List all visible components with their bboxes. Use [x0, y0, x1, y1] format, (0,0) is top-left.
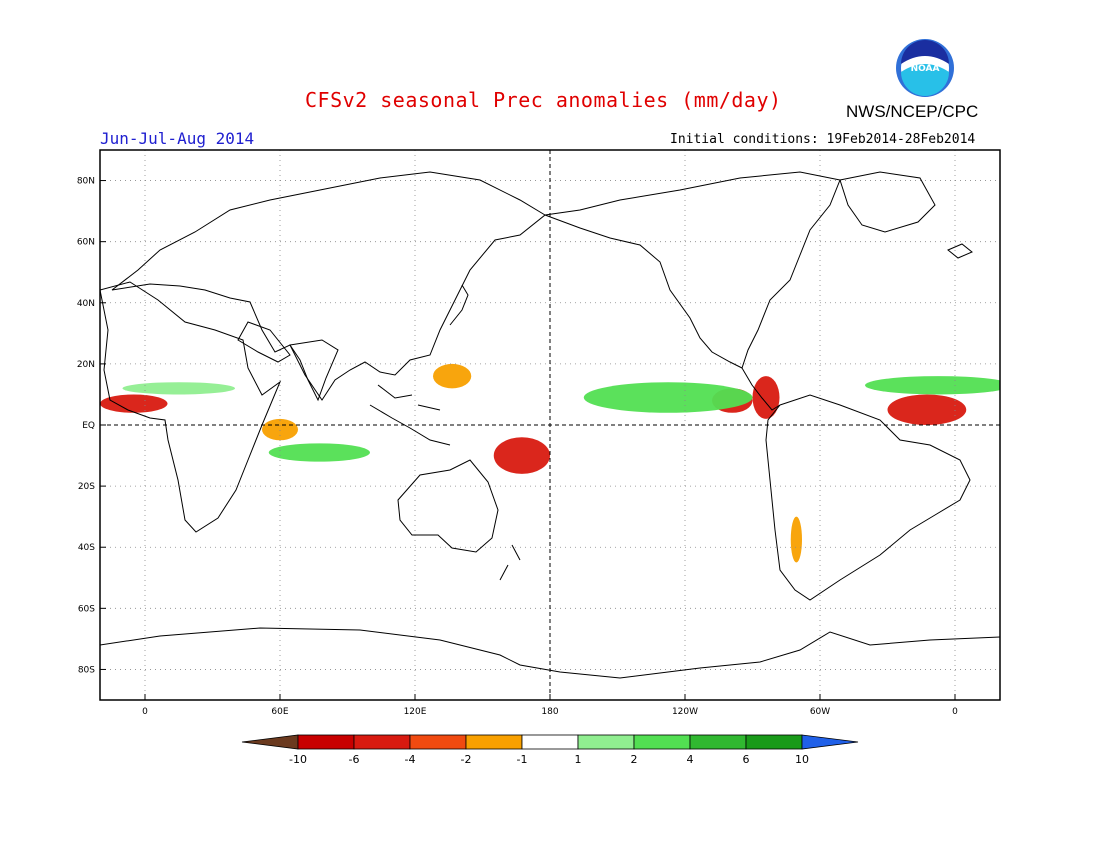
- anomaly-region-central-america-dry: [752, 376, 780, 419]
- antarctica-coast: [100, 627, 1000, 679]
- lat-tick-label: 80N: [77, 177, 95, 187]
- lat-tick-label: EQ: [82, 421, 95, 431]
- lon-tick-label: 120E: [404, 707, 427, 717]
- anomaly-region-central-pacific-wet: [583, 382, 753, 413]
- india-coast: [289, 339, 339, 402]
- lat-tick-label: 40S: [78, 543, 95, 553]
- map-title: CFSv2 seasonal Prec anomalies (mm/day): [305, 88, 782, 112]
- colorbar-segment: [521, 734, 579, 750]
- lat-tick-label: 60N: [77, 238, 95, 248]
- colorbar: -10 -6 -4 -2 -1 1 2 4 6 10: [241, 734, 859, 766]
- noaa-logo-icon: NOAA: [896, 39, 954, 97]
- lon-tick-label: 180: [541, 707, 558, 717]
- graticule: [100, 150, 1000, 700]
- colorbar-label: 6: [743, 753, 750, 766]
- africa-coast: [100, 281, 282, 533]
- lon-tick-label: 60W: [810, 707, 830, 717]
- anomaly-region-west-coast-chile-dry: [790, 516, 802, 563]
- colorbar-label: -6: [349, 753, 360, 766]
- colorbar-segment: [353, 734, 411, 750]
- colorbar-low-extension: [241, 734, 299, 750]
- north-america-coast: [544, 171, 841, 369]
- colorbar-label: 4: [687, 753, 694, 766]
- colorbar-label: 10: [795, 753, 809, 766]
- initial-conditions-label: Initial conditions: 19Feb2014-28Feb2014: [670, 132, 976, 147]
- organization-label: NWS/NCEP/CPC: [846, 102, 979, 121]
- anomaly-region-atlantic-itcz-wet: [865, 376, 1000, 395]
- coastlines: [100, 171, 1000, 679]
- lat-tick-label: 40N: [77, 299, 95, 309]
- new-zealand-coast: [499, 544, 521, 581]
- colorbar-segment: [409, 734, 467, 750]
- colorbar-segment: [633, 734, 691, 750]
- colorbar-label: 1: [575, 753, 582, 766]
- anomaly-region-tropical-atlantic-dry: [887, 394, 967, 425]
- lon-tick-label: 0: [142, 707, 148, 717]
- south-america-coast: [765, 394, 971, 601]
- europe-asia-coast: [111, 171, 546, 401]
- anomaly-region-west-indian-ocean-dry: [262, 418, 298, 441]
- lat-tick-label: 20N: [77, 360, 95, 370]
- lat-tick-label: 60S: [78, 604, 95, 614]
- colorbar-label: -1: [517, 753, 528, 766]
- australia-coast: [397, 459, 499, 553]
- anomaly-region-tropical-atlantic-africa-dry: [100, 394, 168, 413]
- colorbar-label: -2: [461, 753, 472, 766]
- precip-anomaly-layer: [100, 363, 1000, 563]
- axis-ticks: 80N 60N 40N 20N EQ 20S 40S 60S 80S 0 60E 120E 180 120…: [77, 177, 958, 717]
- colorbar-label: 2: [631, 753, 638, 766]
- lat-tick-label: 80S: [78, 665, 95, 675]
- colorbar-segment: [577, 734, 635, 750]
- central-america-coast: [741, 367, 781, 411]
- southeast-asia-islands: [369, 384, 451, 446]
- lat-tick-label: 20S: [78, 482, 95, 492]
- anomaly-region-philippine-sea-dry: [433, 363, 472, 389]
- anomaly-region-africa-sahel-wet: [122, 382, 235, 395]
- anomaly-region-indian-ocean-wet: [268, 443, 370, 462]
- colorbar-high-extension: [801, 734, 859, 750]
- iceland-coast: [947, 243, 973, 259]
- noaa-logo-text: NOAA: [911, 64, 940, 74]
- lon-tick-label: 0: [952, 707, 958, 717]
- greenland-coast: [839, 171, 936, 233]
- colorbar-segment: [745, 734, 803, 750]
- colorbar-segment: [689, 734, 747, 750]
- colorbar-segment: [465, 734, 523, 750]
- lon-tick-label: 60E: [271, 707, 288, 717]
- colorbar-label: -10: [289, 753, 307, 766]
- colorbar-label: -4: [405, 753, 416, 766]
- japan-coast: [449, 284, 469, 326]
- season-label: Jun-Jul-Aug 2014: [100, 129, 255, 148]
- anomaly-region-south-pacific-dry: [493, 437, 550, 474]
- arabia-coast: [237, 321, 291, 363]
- colorbar-segment: [297, 734, 355, 750]
- lon-tick-label: 120W: [672, 707, 698, 717]
